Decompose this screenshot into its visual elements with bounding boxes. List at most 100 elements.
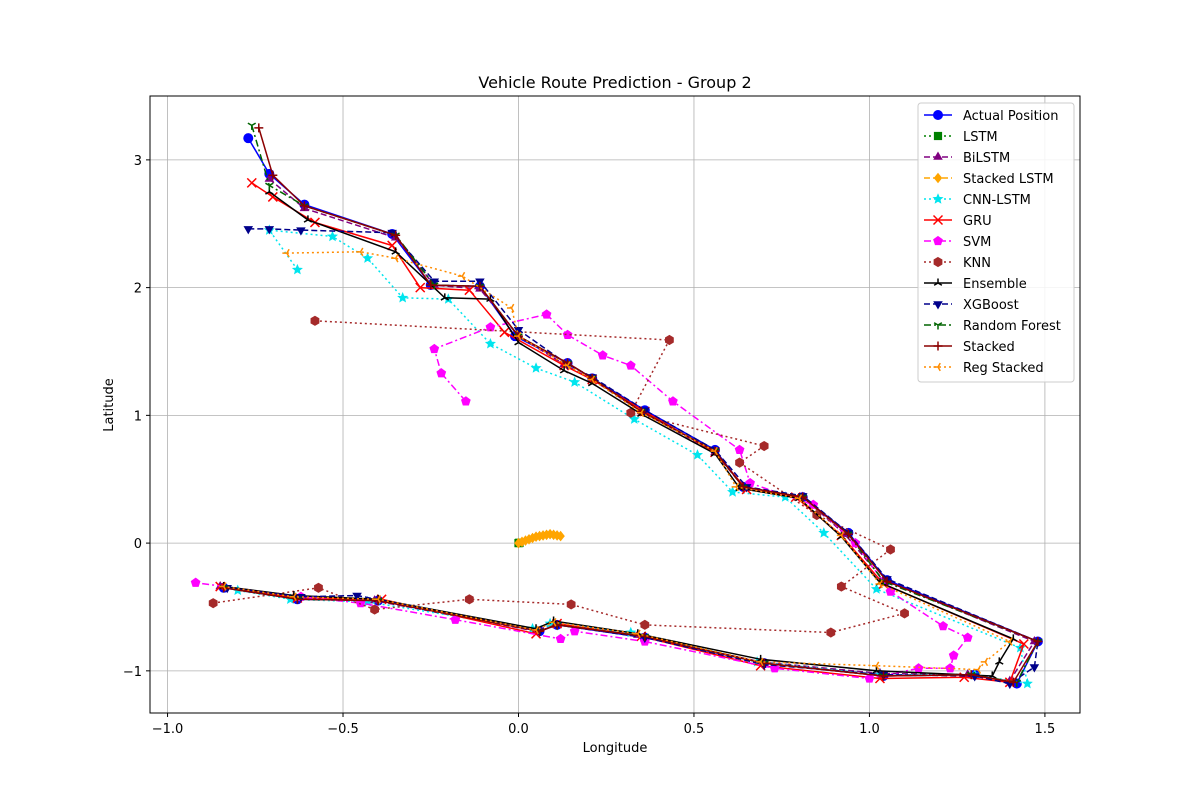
- data-point: [296, 227, 306, 236]
- data-point: [555, 633, 566, 644]
- legend-box: [917, 102, 1075, 383]
- plot-frame: [149, 95, 1081, 714]
- data-point: [426, 280, 436, 290]
- data-point: [499, 327, 510, 338]
- legend-item: LSTM: [924, 130, 998, 145]
- data-point: [291, 263, 303, 275]
- legend-label: KNN: [963, 256, 991, 271]
- legend-marker: [933, 341, 943, 351]
- data-point: [326, 230, 339, 242]
- legend-item: Ensemble: [924, 277, 1027, 292]
- legend-item: KNN: [924, 256, 991, 271]
- data-point: [299, 201, 309, 211]
- data-point: [415, 282, 426, 293]
- data-point: [759, 440, 769, 452]
- y-axis-label: Latitude: [102, 378, 117, 432]
- legend-label: XGBoost: [963, 298, 1019, 313]
- data-point: [513, 331, 522, 341]
- data-point: [506, 303, 515, 313]
- series-knn: [208, 315, 909, 638]
- data-point: [871, 661, 880, 671]
- data-point: [625, 360, 636, 370]
- legend-label: CNN-LSTM: [963, 193, 1031, 208]
- y-tick-label: 3: [134, 154, 142, 169]
- data-point: [664, 334, 674, 346]
- data-point: [246, 177, 257, 188]
- legend-label: Stacked LSTM: [963, 172, 1054, 187]
- data-point: [254, 123, 264, 133]
- data-point: [440, 293, 450, 301]
- data-point: [247, 122, 257, 130]
- data-point: [559, 366, 569, 374]
- data-point: [484, 338, 496, 349]
- data-point: [457, 271, 466, 281]
- data-point: [552, 620, 562, 630]
- legend-marker: [933, 362, 941, 372]
- data-point: [356, 247, 364, 257]
- data-point: [668, 396, 678, 406]
- legend-item: Reg Stacked: [924, 361, 1044, 376]
- x-tick-label: −1.0: [152, 722, 184, 737]
- legend-item: BiLSTM: [924, 151, 1010, 166]
- data-point: [973, 665, 982, 674]
- legend-label: GRU: [963, 214, 992, 229]
- data-point: [352, 592, 362, 601]
- series-reg-stacked: [219, 247, 1013, 674]
- data-point: [1005, 637, 1013, 646]
- data-point: [633, 629, 641, 639]
- data-point: [818, 527, 830, 538]
- data-point: [1008, 677, 1018, 687]
- data-point: [1029, 664, 1040, 673]
- data-point: [882, 576, 892, 586]
- data-point: [268, 170, 278, 180]
- legend-item: Stacked: [924, 340, 1015, 355]
- data-point: [826, 627, 836, 638]
- data-point: [310, 315, 320, 326]
- data-point: [843, 529, 853, 539]
- legend-marker: [933, 278, 943, 286]
- data-point: [1018, 638, 1029, 650]
- legend-item: Actual Position: [924, 109, 1058, 124]
- y-tick-label: −1: [123, 665, 142, 680]
- data-point: [966, 670, 976, 680]
- data-point: [373, 595, 382, 604]
- data-point: [397, 292, 409, 303]
- data-point: [734, 444, 745, 454]
- series-stacked: [219, 123, 1043, 687]
- data-point: [190, 577, 201, 587]
- data-point: [566, 599, 576, 610]
- data-point: [450, 614, 461, 624]
- data-point: [391, 247, 400, 255]
- data-point: [640, 619, 650, 630]
- y-tick-label: 0: [134, 537, 142, 552]
- data-point: [1033, 636, 1043, 646]
- data-point: [562, 329, 573, 340]
- x-tick-label: 1.5: [1035, 722, 1056, 737]
- series-layer: [190, 122, 1043, 690]
- legend-marker: [933, 172, 943, 184]
- data-point: [265, 182, 274, 190]
- data-point: [738, 482, 748, 492]
- data-point: [531, 625, 539, 635]
- data-point: [362, 252, 374, 263]
- legend-label: Stacked: [963, 340, 1015, 355]
- data-point: [289, 592, 297, 602]
- data-point: [464, 594, 474, 605]
- data-point: [569, 626, 580, 636]
- data-point: [460, 396, 471, 406]
- data-point: [878, 671, 888, 681]
- data-point: [530, 362, 542, 373]
- data-point: [219, 582, 227, 591]
- data-point: [938, 621, 948, 631]
- legend-marker: [933, 151, 943, 160]
- data-point: [541, 309, 552, 319]
- x-tick-label: 0.5: [684, 722, 705, 737]
- data-point: [962, 632, 973, 642]
- data-point: [208, 598, 218, 609]
- data-point: [267, 191, 278, 202]
- data-point: [900, 608, 909, 619]
- data-point: [303, 215, 313, 223]
- legend-item: SVM: [924, 235, 991, 250]
- legend-marker: [933, 256, 943, 268]
